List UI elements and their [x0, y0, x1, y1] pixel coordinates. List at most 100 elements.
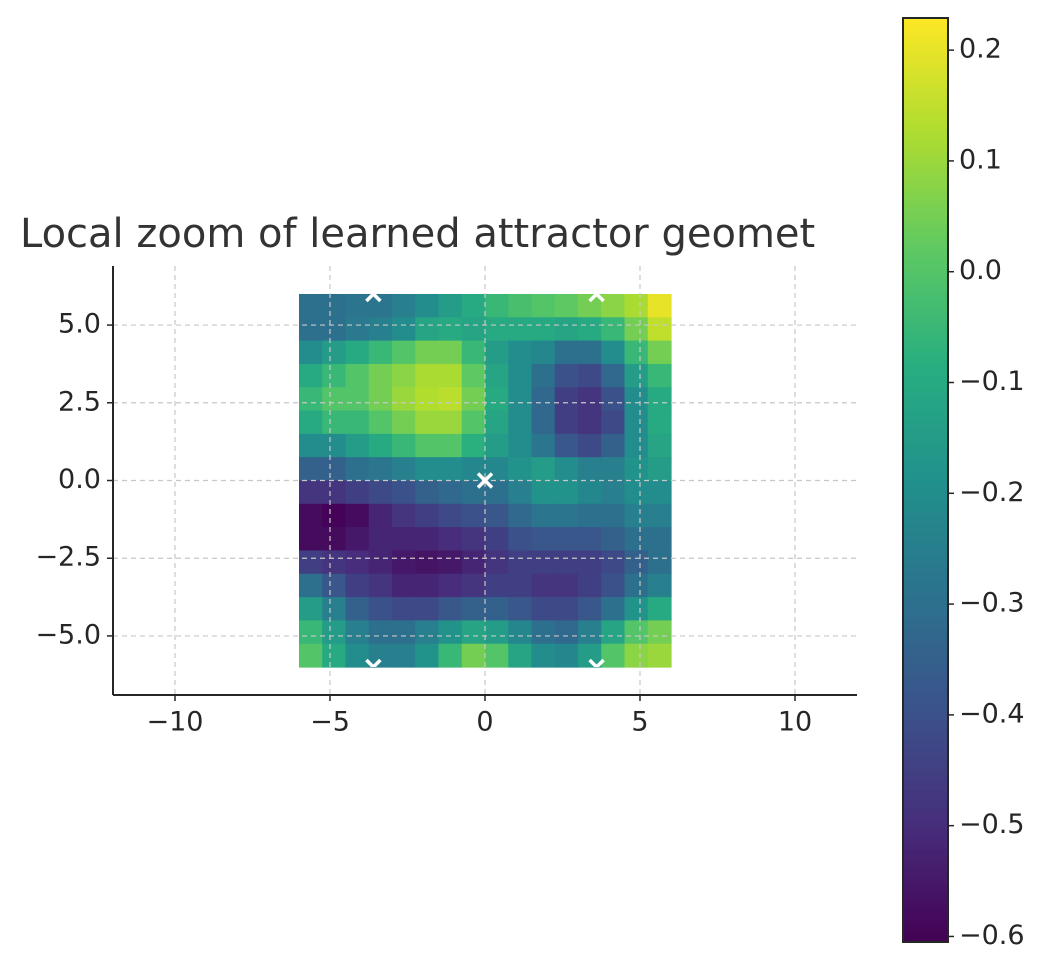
- heat-cell: [624, 317, 649, 342]
- colorbar-band: [903, 595, 948, 601]
- colorbar-band: [903, 918, 948, 925]
- heat-cell: [624, 573, 649, 598]
- heat-cell: [345, 643, 370, 668]
- colorbar-band: [903, 863, 948, 869]
- colorbar-band: [903, 336, 948, 342]
- heat-cell: [578, 480, 602, 505]
- heat-cell: [578, 643, 602, 668]
- heat-cell: [368, 317, 393, 342]
- colorbar-tick-label: −0.2: [959, 477, 1025, 508]
- heat-cell: [508, 293, 533, 318]
- colorbar-band: [903, 225, 948, 232]
- heat-cell: [531, 433, 556, 458]
- heat-cell: [461, 503, 486, 528]
- colorbar-tick-label: −0.3: [959, 588, 1025, 619]
- colorbar-band: [903, 798, 948, 804]
- heat-cell: [415, 433, 440, 458]
- colorbar-band: [903, 512, 948, 518]
- heat-cell: [554, 597, 579, 621]
- heat-cell: [299, 620, 323, 645]
- colorbar-band: [903, 165, 948, 171]
- heat-cell: [415, 597, 440, 621]
- heat-cell: [438, 620, 463, 645]
- colorbar-band: [903, 443, 948, 449]
- heat-cell: [508, 620, 533, 645]
- x-tick-label: 10: [778, 707, 812, 738]
- heat-cell: [554, 503, 579, 528]
- heat-cell: [554, 363, 579, 388]
- heat-cell: [531, 620, 556, 645]
- colorbar-band: [903, 923, 948, 929]
- heat-cell: [647, 457, 672, 482]
- colorbar-band: [903, 835, 948, 841]
- heat-cell: [438, 573, 463, 598]
- heat-cell: [554, 550, 579, 575]
- colorbar-band: [903, 877, 948, 883]
- colorbar-band: [903, 771, 948, 777]
- heat-cell: [554, 527, 579, 552]
- heat-cell: [624, 620, 649, 645]
- heat-cell: [299, 433, 323, 458]
- colorbar-band: [903, 115, 948, 121]
- heat-cell: [531, 597, 556, 621]
- heat-cell: [647, 480, 672, 505]
- heat-cell: [438, 340, 463, 365]
- heat-cell: [554, 480, 579, 505]
- heat-cell: [624, 643, 649, 668]
- heat-cell: [299, 573, 323, 598]
- heat-cell: [578, 410, 602, 435]
- colorbar-band: [903, 747, 948, 754]
- colorbar-band: [903, 669, 948, 675]
- heat-cell: [299, 643, 323, 668]
- heat-cell: [647, 527, 672, 552]
- heat-cell: [415, 363, 440, 388]
- heat-cell: [368, 620, 393, 645]
- heat-cell: [647, 410, 672, 435]
- colorbar-band: [903, 729, 948, 735]
- heat-cell: [322, 410, 347, 435]
- colorbar-band: [903, 577, 948, 583]
- heat-cell: [554, 340, 579, 365]
- heat-cell: [299, 480, 323, 505]
- heat-cell: [322, 457, 347, 482]
- heat-cell: [624, 433, 649, 458]
- heat-cell: [647, 433, 672, 458]
- colorbar-band: [903, 295, 948, 301]
- heat-cell: [438, 387, 463, 412]
- heat-cell: [647, 550, 672, 575]
- colorbar-band: [903, 590, 948, 596]
- colorbar-band: [903, 734, 948, 740]
- heat-cell: [322, 480, 347, 505]
- heat-cell: [601, 293, 626, 318]
- heat-cell: [322, 573, 347, 598]
- heat-cell: [531, 363, 556, 388]
- heat-cell: [508, 480, 533, 505]
- heat-cell: [485, 620, 509, 645]
- colorbar-band: [903, 895, 948, 901]
- colorbar-band: [903, 373, 948, 379]
- heat-cell: [508, 317, 533, 342]
- colorbar-band: [903, 105, 948, 111]
- heat-cell: [299, 597, 323, 621]
- heat-cell: [322, 597, 347, 621]
- heat-cell: [601, 387, 626, 412]
- colorbar-band: [903, 91, 948, 98]
- colorbar-band: [903, 641, 948, 647]
- heat-cell: [601, 340, 626, 365]
- heat-cell: [415, 573, 440, 598]
- colorbar-band: [903, 392, 948, 398]
- colorbar-band: [903, 909, 948, 915]
- heat-cell: [392, 643, 416, 668]
- colorbar-band: [903, 179, 948, 185]
- colorbar-band: [903, 881, 948, 888]
- heat-cell: [392, 503, 416, 528]
- heat-cell: [461, 527, 486, 552]
- heat-cell: [415, 410, 440, 435]
- heat-cell: [485, 597, 509, 621]
- heat-cell: [647, 340, 672, 365]
- heat-cell: [392, 550, 416, 575]
- heat-cell: [647, 573, 672, 598]
- heat-cell: [485, 527, 509, 552]
- heat-cell: [531, 293, 556, 318]
- colorbar-frame: [902, 17, 949, 943]
